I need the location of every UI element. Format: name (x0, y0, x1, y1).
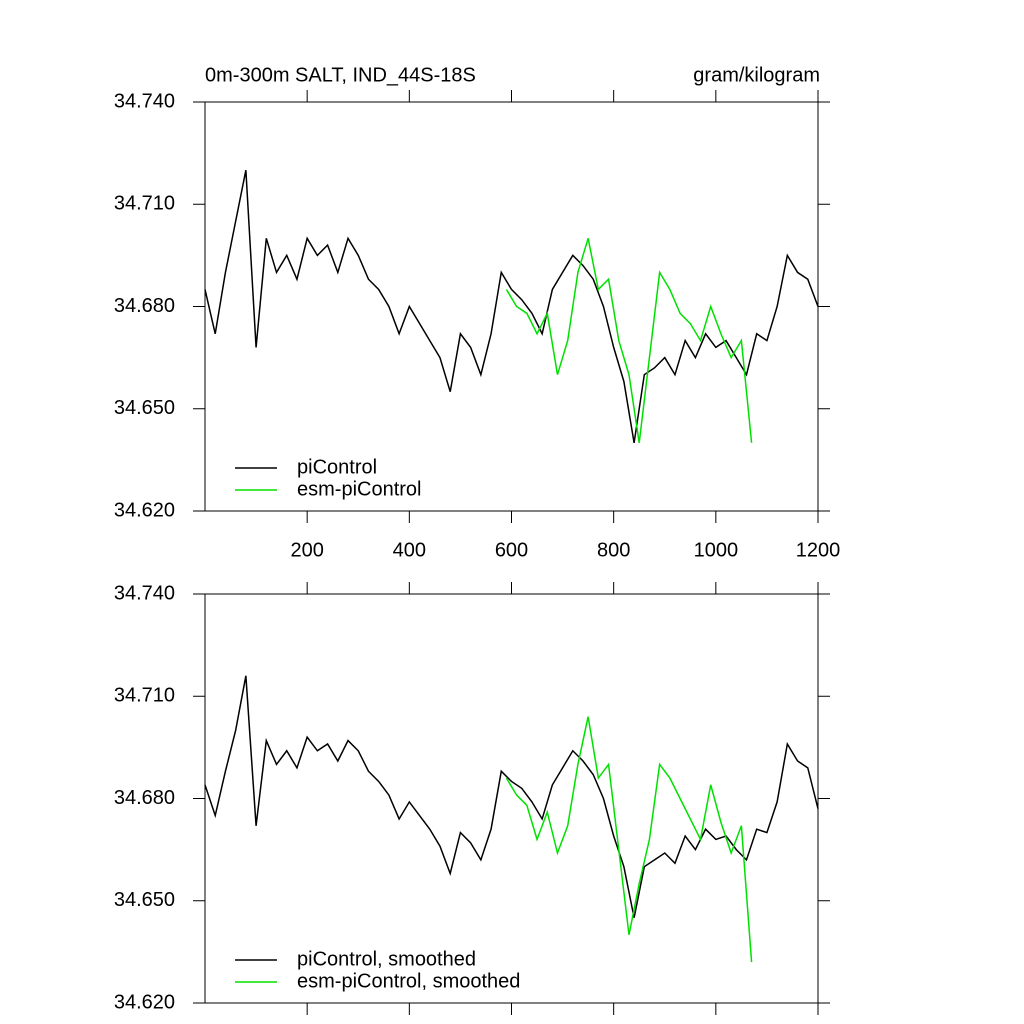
x-tick-label: 400 (393, 539, 426, 561)
legend-label: esm-piControl, smoothed (297, 970, 520, 992)
series-line (204, 675, 819, 918)
series-line (204, 170, 819, 443)
legend-label: piControl (297, 456, 377, 478)
y-tick-label: 34.680 (114, 295, 175, 317)
plot-frame (204, 593, 819, 1004)
x-tick-label: 1000 (694, 539, 739, 561)
y-tick-label: 34.740 (114, 582, 175, 604)
x-tick-label: 200 (290, 539, 323, 561)
x-tick-label: 1200 (796, 539, 841, 561)
y-tick-label: 34.740 (114, 90, 175, 112)
y-tick-label: 34.710 (114, 193, 175, 215)
series-line (505, 238, 753, 443)
series-line (505, 716, 753, 963)
y-tick-label: 34.710 (114, 685, 175, 707)
x-tick-label: 600 (495, 539, 528, 561)
chart-title: 0m-300m SALT, IND_44S-18S (205, 64, 476, 86)
legend-label: piControl, smoothed (297, 948, 476, 970)
y-tick-label: 34.680 (114, 787, 175, 809)
plot-frame (204, 101, 819, 512)
legend-label: esm-piControl (297, 478, 421, 500)
y-tick-label: 34.620 (114, 991, 175, 1013)
y-tick-label: 34.620 (114, 499, 175, 521)
units: gram/kilogram (693, 64, 820, 86)
y-tick-label: 34.650 (114, 889, 175, 911)
y-tick-label: 34.650 (114, 397, 175, 419)
x-tick-label: 800 (597, 539, 630, 561)
